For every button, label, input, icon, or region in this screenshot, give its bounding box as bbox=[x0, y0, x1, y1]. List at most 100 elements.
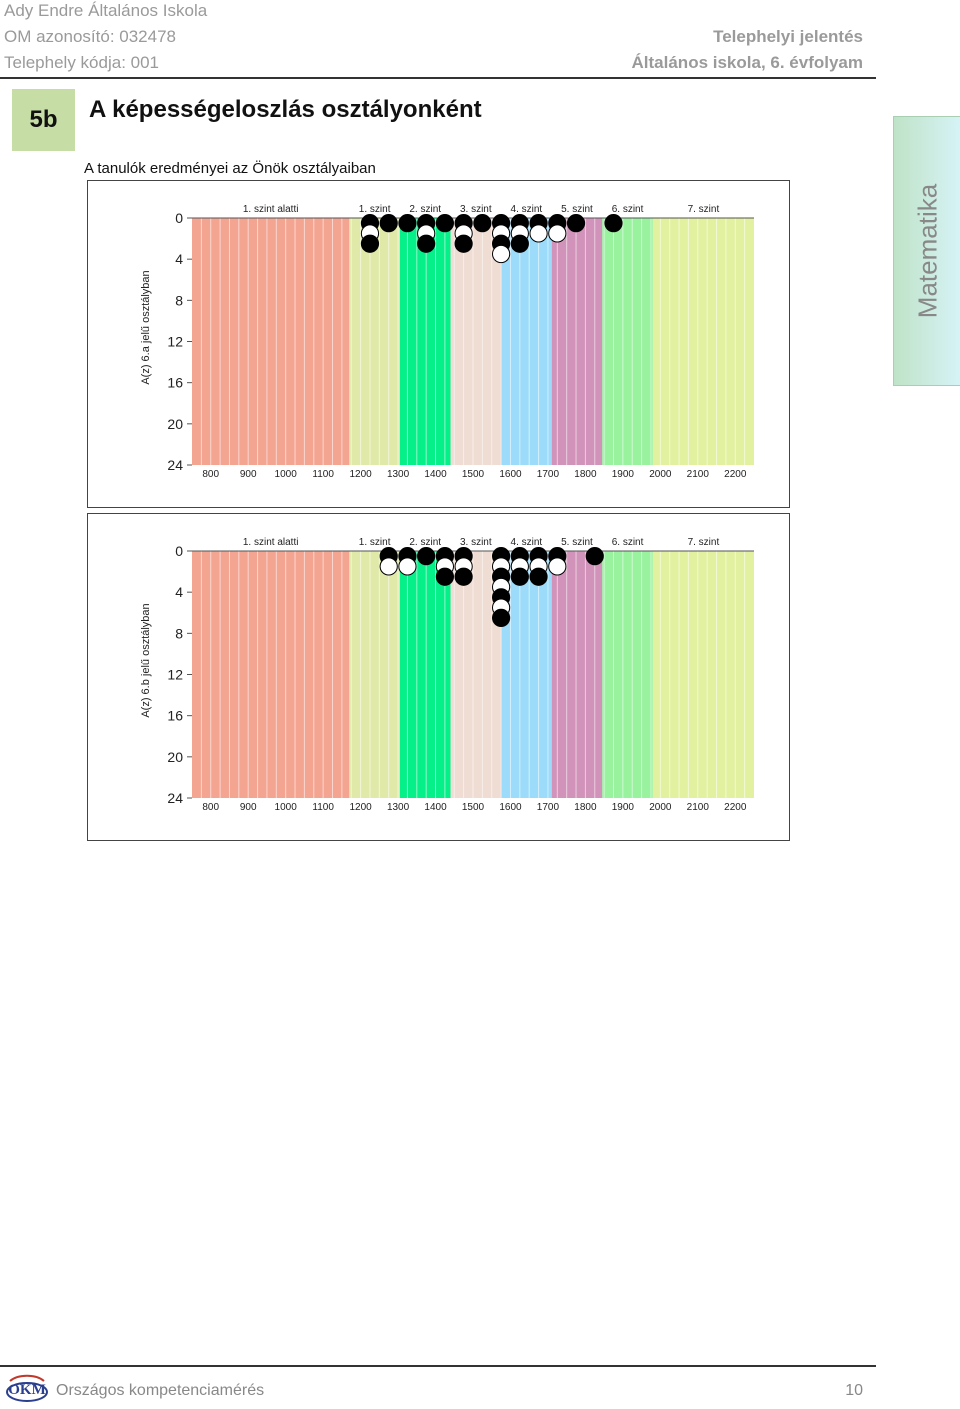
x-tick-label: 900 bbox=[240, 802, 257, 813]
level-band bbox=[551, 551, 603, 798]
x-tick-label: 2200 bbox=[724, 802, 747, 813]
level-band bbox=[450, 551, 502, 798]
x-tick-label: 1600 bbox=[499, 469, 522, 480]
okm-logo: OKM bbox=[6, 1374, 48, 1402]
student-point-empty bbox=[379, 557, 398, 576]
student-point-empty bbox=[529, 224, 548, 243]
level-band bbox=[192, 551, 350, 798]
x-tick-label: 1000 bbox=[275, 469, 298, 480]
school-type: Általános iskola, 6. évfolyam bbox=[631, 53, 863, 72]
y-tick-label: 20 bbox=[167, 416, 183, 432]
x-tick-label: 1800 bbox=[574, 469, 597, 480]
footer-rule bbox=[0, 1365, 876, 1367]
level-label: 7. szint bbox=[688, 204, 720, 215]
student-point-filled bbox=[398, 214, 417, 233]
x-tick-label: 1400 bbox=[424, 802, 447, 813]
chart-class-a-svg: 1. szint alatti 1. szint 2. szint 3. szint 4… bbox=[140, 204, 754, 480]
student-point-filled bbox=[454, 567, 473, 586]
y-tick-label: 4 bbox=[175, 251, 183, 267]
x-tick-label: 800 bbox=[202, 802, 219, 813]
student-point-filled bbox=[566, 214, 586, 233]
y-tick-label: 8 bbox=[175, 625, 183, 641]
page-number: 10 bbox=[845, 1382, 863, 1399]
level-band bbox=[501, 551, 552, 798]
level-band bbox=[399, 551, 451, 798]
level-label: 1. szint bbox=[359, 204, 391, 215]
x-tick-label: 2000 bbox=[649, 469, 672, 480]
student-point-filled bbox=[454, 234, 473, 253]
chart-class-a: 1. szint alatti 1. szint 2. szint 3. szint 4… bbox=[87, 180, 790, 508]
x-tick-label: 1300 bbox=[387, 802, 410, 813]
x-tick-label: 1200 bbox=[349, 469, 372, 480]
level-label: 7. szint bbox=[688, 537, 720, 548]
student-point-filled bbox=[510, 234, 529, 253]
footer-program-name: Országos kompetenciamérés bbox=[56, 1382, 265, 1399]
level-label: 3. szint bbox=[460, 204, 492, 215]
student-point-empty bbox=[492, 244, 511, 264]
student-point-filled bbox=[435, 214, 454, 233]
x-tick-label: 1100 bbox=[312, 469, 334, 480]
header-rule bbox=[0, 77, 876, 79]
x-tick-label: 1700 bbox=[537, 802, 560, 813]
level-label: 1. szint alatti bbox=[243, 537, 299, 548]
level-band bbox=[192, 218, 350, 465]
level-band bbox=[602, 551, 653, 798]
y-tick-label: 12 bbox=[167, 334, 183, 350]
x-tick-label: 2000 bbox=[649, 802, 672, 813]
level-band bbox=[652, 551, 754, 798]
site-code: Telephely kódja: 001 bbox=[4, 53, 160, 72]
okm-logo-text: OKM bbox=[8, 1382, 46, 1398]
report-type: Telephelyi jelentés bbox=[713, 27, 863, 46]
level-label: 1. szint bbox=[359, 537, 391, 548]
student-point-filled bbox=[417, 234, 436, 253]
x-tick-label: 1000 bbox=[275, 802, 298, 813]
level-band bbox=[349, 218, 400, 465]
x-tick-label: 1500 bbox=[462, 802, 485, 813]
section-subtitle: A tanulók eredményei az Önök osztályaiba… bbox=[84, 160, 376, 177]
x-tick-label: 2200 bbox=[724, 469, 747, 480]
y-tick-label: 24 bbox=[167, 790, 183, 806]
y-tick-label: 24 bbox=[167, 457, 183, 473]
level-band bbox=[450, 218, 502, 465]
om-id: OM azonosító: 032478 bbox=[4, 27, 177, 46]
y-axis-label: A(z) 6.a jelű osztályban bbox=[140, 270, 152, 384]
x-tick-label: 1100 bbox=[312, 802, 334, 813]
level-band bbox=[602, 218, 653, 465]
chart-class-b: 1. szint alatti 1. szint 2. szint 3. szint 4… bbox=[87, 513, 790, 841]
student-point-filled bbox=[529, 567, 548, 586]
level-label: 3. szint bbox=[460, 537, 492, 548]
y-tick-label: 16 bbox=[167, 375, 183, 391]
x-tick-label: 1300 bbox=[387, 469, 410, 480]
section-title: A képességeloszlás osztályonként bbox=[89, 96, 482, 123]
level-label: 6. szint bbox=[612, 204, 644, 215]
subject-tab: Matematika bbox=[893, 116, 960, 386]
y-tick-label: 0 bbox=[175, 210, 183, 226]
level-label: 5. szint bbox=[561, 537, 593, 548]
level-band bbox=[501, 218, 552, 465]
y-tick-label: 20 bbox=[167, 749, 183, 765]
level-band bbox=[399, 218, 451, 465]
x-tick-label: 2100 bbox=[687, 802, 710, 813]
x-tick-label: 900 bbox=[240, 469, 257, 480]
x-tick-label: 1900 bbox=[612, 802, 635, 813]
x-tick-label: 800 bbox=[202, 469, 219, 480]
level-label: 4. szint bbox=[511, 204, 543, 215]
x-tick-label: 1500 bbox=[462, 469, 485, 480]
x-tick-label: 1700 bbox=[537, 469, 560, 480]
y-tick-label: 16 bbox=[167, 708, 183, 724]
student-point-filled bbox=[360, 234, 380, 253]
student-point-filled bbox=[585, 547, 604, 566]
student-point-filled bbox=[417, 547, 436, 566]
level-label: 4. szint bbox=[511, 537, 543, 548]
level-band bbox=[652, 218, 754, 465]
section-badge: 5b bbox=[12, 89, 75, 151]
student-point-empty bbox=[398, 557, 417, 576]
level-label: 6. szint bbox=[612, 537, 644, 548]
y-tick-label: 12 bbox=[167, 667, 183, 683]
chart-class-b-svg: 1. szint alatti 1. szint 2. szint 3. szint 4… bbox=[140, 537, 754, 813]
student-point-filled bbox=[379, 214, 398, 233]
student-point-filled bbox=[473, 214, 492, 233]
y-tick-label: 0 bbox=[175, 543, 183, 559]
x-tick-label: 1900 bbox=[612, 469, 635, 480]
student-point-empty bbox=[548, 557, 567, 576]
